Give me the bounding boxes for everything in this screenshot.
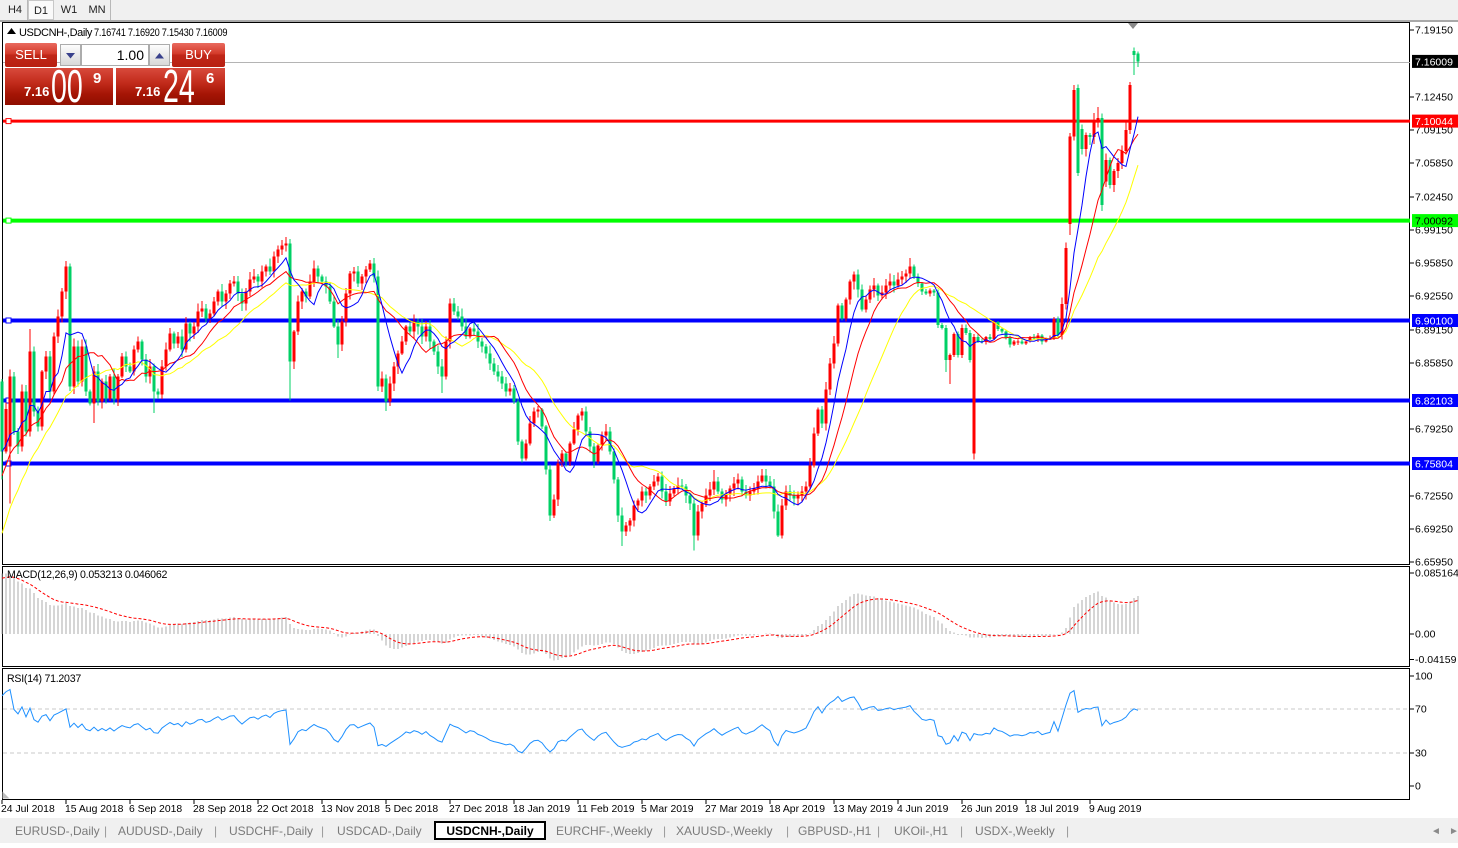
svg-text:11 Feb 2019: 11 Feb 2019 (577, 804, 635, 815)
svg-text:6.92550: 6.92550 (1415, 291, 1453, 303)
svg-text:13 Nov 2018: 13 Nov 2018 (321, 804, 380, 815)
svg-text:6.95850: 6.95850 (1415, 258, 1453, 270)
svg-text:6.99150: 6.99150 (1415, 225, 1453, 237)
svg-text:7.00092: 7.00092 (1415, 216, 1453, 228)
svg-text:13 May 2019: 13 May 2019 (833, 804, 893, 815)
svg-text:6.79250: 6.79250 (1415, 424, 1453, 436)
svg-text:26 Jun 2019: 26 Jun 2019 (961, 804, 1018, 815)
svg-text:0.085164: 0.085164 (1415, 568, 1458, 580)
svg-text:0: 0 (1415, 781, 1421, 793)
svg-text:6.69250: 6.69250 (1415, 524, 1453, 536)
svg-text:RSI(14) 71.2037: RSI(14) 71.2037 (7, 673, 81, 685)
svg-text:6.82103: 6.82103 (1415, 396, 1453, 408)
svg-text:6.90100: 6.90100 (1415, 316, 1453, 328)
svg-text:18 Jul 2019: 18 Jul 2019 (1025, 804, 1079, 815)
svg-text:6.65950: 6.65950 (1415, 557, 1453, 569)
svg-text:18 Jan 2019: 18 Jan 2019 (513, 804, 570, 815)
svg-text:7.19150: 7.19150 (1415, 25, 1453, 37)
svg-text:24 Jul 2018: 24 Jul 2018 (1, 804, 55, 815)
svg-text:28 Sep 2018: 28 Sep 2018 (193, 804, 252, 815)
svg-text:-0.04159: -0.04159 (1415, 654, 1457, 666)
svg-text:4 Jun 2019: 4 Jun 2019 (897, 804, 949, 815)
svg-text:6.85850: 6.85850 (1415, 358, 1453, 370)
svg-text:7.12450: 7.12450 (1415, 92, 1453, 104)
svg-text:6.72550: 6.72550 (1415, 491, 1453, 503)
svg-text:7.16009: 7.16009 (1415, 56, 1453, 68)
svg-text:5 Mar 2019: 5 Mar 2019 (641, 804, 694, 815)
svg-text:30: 30 (1415, 748, 1427, 760)
svg-text:7.16741 7.16920 7.15430 7.1600: 7.16741 7.16920 7.15430 7.16009 (94, 27, 228, 39)
svg-text:6.89150: 6.89150 (1415, 325, 1453, 337)
svg-text:6.75804: 6.75804 (1415, 459, 1453, 471)
svg-text:27 Mar 2019: 27 Mar 2019 (705, 804, 764, 815)
svg-text:5 Dec 2018: 5 Dec 2018 (385, 804, 438, 815)
svg-text:15 Aug 2018: 15 Aug 2018 (65, 804, 124, 815)
svg-text:22 Oct 2018: 22 Oct 2018 (257, 804, 314, 815)
svg-text:7.05850: 7.05850 (1415, 158, 1453, 170)
svg-text:MACD(12,26,9) 0.053213 0.04606: MACD(12,26,9) 0.053213 0.046062 (7, 569, 167, 581)
svg-text:0.00: 0.00 (1415, 629, 1436, 641)
svg-text:27 Dec 2018: 27 Dec 2018 (449, 804, 508, 815)
svg-text:9 Aug 2019: 9 Aug 2019 (1089, 804, 1142, 815)
svg-text:7.10044: 7.10044 (1415, 116, 1453, 128)
svg-text:USDCNH-,Daily: USDCNH-,Daily (19, 27, 93, 39)
svg-text:7.02450: 7.02450 (1415, 192, 1453, 204)
svg-text:6 Sep 2018: 6 Sep 2018 (129, 804, 182, 815)
svg-text:100: 100 (1415, 671, 1433, 683)
svg-text:70: 70 (1415, 704, 1427, 716)
svg-text:18 Apr 2019: 18 Apr 2019 (769, 804, 825, 815)
